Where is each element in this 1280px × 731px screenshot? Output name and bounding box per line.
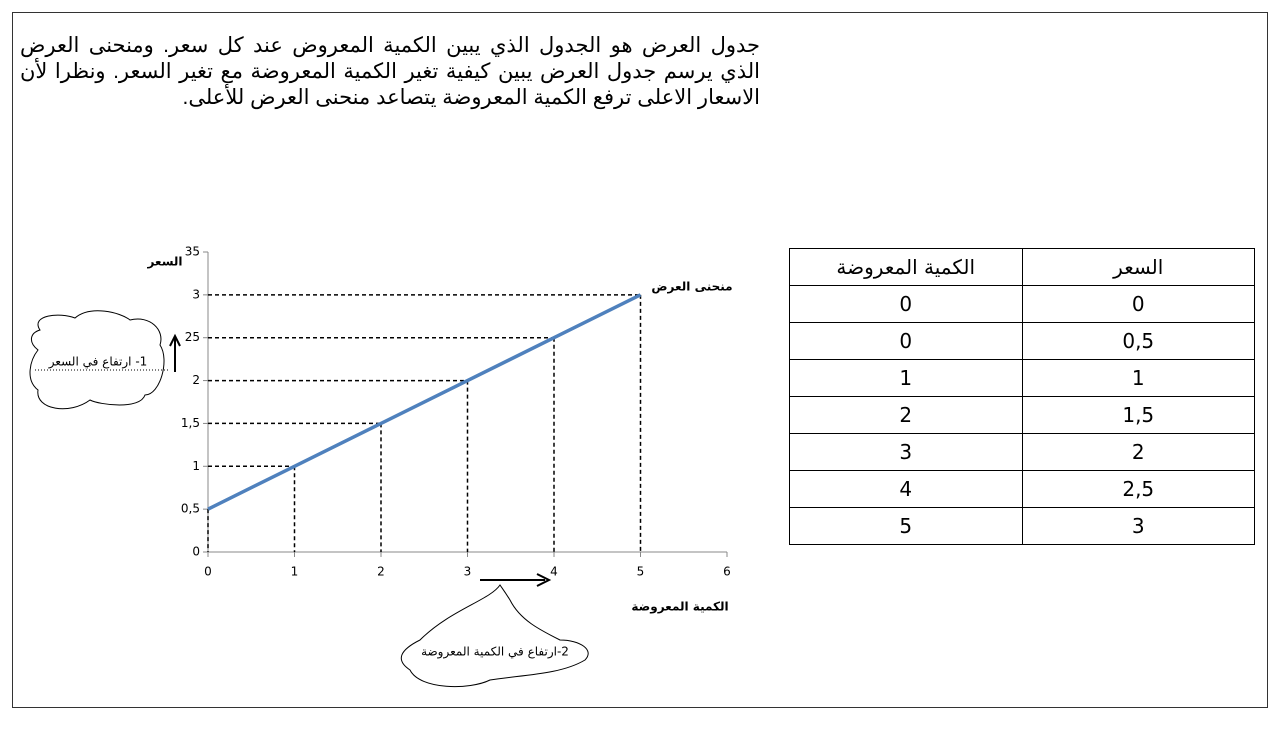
y-tick-label: 1,5 [181, 416, 200, 430]
cell: 1 [1021, 359, 1255, 397]
y-axis-label: السعر [146, 255, 182, 269]
header-cell: السعر [1021, 248, 1255, 286]
x-tick-label: 6 [723, 565, 731, 579]
x-tick-label: 5 [637, 565, 645, 579]
annotation: 1- ارتفاع في السعر [48, 355, 148, 370]
table-row: 0,5 0 [789, 322, 1255, 360]
cell: 3 [789, 433, 1023, 471]
supply-line [207, 293, 642, 511]
table-row: 1,5 2 [789, 396, 1255, 434]
curve-label: منحنى العرض [651, 280, 732, 294]
frame [12, 12, 1268, 708]
cell: 2 [789, 396, 1023, 434]
paragraph: جدول العرض هو الجدول الذي يبين الكمية ال… [20, 34, 760, 109]
cell: 3 [1021, 507, 1255, 545]
supply-table: السعر الكمية المعروضة 0 0 0,5 0 1 1 1,5 2 2 3 2,5 4 3… [789, 248, 1255, 545]
header-cell: الكمية المعروضة [789, 248, 1023, 286]
y-tick-label: 35 [185, 245, 200, 259]
arrow-head [169, 333, 181, 347]
cloud [29, 310, 165, 410]
cloud [400, 584, 589, 688]
cell: 0,5 [1021, 322, 1255, 360]
x-tick-label: 0 [204, 565, 212, 579]
x-tick-label: 2 [377, 565, 385, 579]
x-tick-label: 1 [291, 565, 299, 579]
y-tick-label: 0,5 [181, 502, 200, 516]
y-tick-label: 2 [192, 373, 200, 387]
y-tick-label: 25 [185, 330, 200, 344]
y-tick-label: 1 [192, 459, 200, 473]
cell: 1 [789, 359, 1023, 397]
cell: 0 [789, 285, 1023, 323]
x-axis-label: الكمية المعروضة [631, 600, 728, 615]
cell: 5 [789, 507, 1023, 545]
x-tick-label: 4 [550, 565, 558, 579]
y-tick-label: 3 [192, 287, 200, 301]
table-header: السعر الكمية المعروضة [789, 248, 1255, 286]
cell: 2,5 [1021, 470, 1255, 508]
arrow-head [536, 573, 552, 587]
y-tick-label: 0 [192, 545, 200, 559]
x-tick-label: 3 [464, 565, 472, 579]
annotation: 2-ارتفاع في الكمية المعروضة [421, 645, 569, 660]
